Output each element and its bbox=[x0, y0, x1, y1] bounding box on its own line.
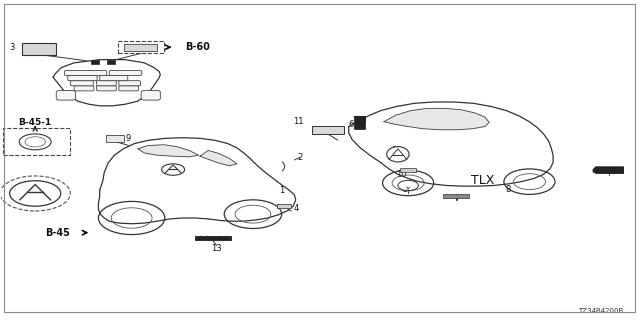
Text: 13: 13 bbox=[211, 244, 222, 253]
FancyBboxPatch shape bbox=[65, 70, 107, 76]
Polygon shape bbox=[384, 108, 489, 130]
Bar bbox=[124, 44, 157, 51]
Bar bbox=[3, 128, 70, 155]
Bar bbox=[108, 60, 115, 64]
FancyBboxPatch shape bbox=[119, 81, 141, 86]
Ellipse shape bbox=[387, 147, 409, 162]
Text: B-60: B-60 bbox=[185, 42, 210, 52]
Polygon shape bbox=[593, 167, 623, 172]
Text: 1: 1 bbox=[279, 186, 284, 195]
Circle shape bbox=[10, 181, 61, 206]
Bar bbox=[92, 60, 99, 64]
Circle shape bbox=[19, 134, 51, 150]
Text: 8: 8 bbox=[506, 185, 511, 194]
Circle shape bbox=[162, 164, 184, 175]
Text: 14: 14 bbox=[392, 146, 402, 155]
Text: 12: 12 bbox=[605, 167, 616, 176]
Text: 10: 10 bbox=[396, 170, 406, 179]
Bar bbox=[22, 43, 56, 55]
Bar bbox=[595, 167, 623, 173]
Text: 11: 11 bbox=[294, 116, 304, 126]
Bar bbox=[118, 41, 164, 53]
FancyBboxPatch shape bbox=[70, 81, 93, 86]
Text: 6: 6 bbox=[348, 120, 353, 130]
Polygon shape bbox=[53, 60, 161, 106]
FancyBboxPatch shape bbox=[68, 76, 97, 81]
Polygon shape bbox=[354, 117, 365, 122]
Bar bbox=[354, 117, 365, 129]
Text: 3: 3 bbox=[10, 43, 15, 52]
Text: TZ34B4200B: TZ34B4200B bbox=[578, 308, 623, 314]
Bar bbox=[400, 168, 416, 172]
FancyBboxPatch shape bbox=[141, 91, 161, 100]
FancyBboxPatch shape bbox=[97, 86, 116, 91]
FancyBboxPatch shape bbox=[100, 76, 128, 81]
Circle shape bbox=[398, 180, 419, 191]
Text: 7: 7 bbox=[454, 194, 460, 204]
Text: 4: 4 bbox=[293, 204, 298, 213]
Bar bbox=[276, 204, 291, 208]
Bar bbox=[106, 135, 124, 141]
Bar bbox=[195, 236, 230, 240]
Text: 2: 2 bbox=[297, 153, 302, 162]
Polygon shape bbox=[349, 102, 553, 186]
Polygon shape bbox=[200, 150, 237, 166]
Text: 9: 9 bbox=[126, 134, 131, 143]
FancyBboxPatch shape bbox=[74, 86, 94, 91]
Text: B-45-1: B-45-1 bbox=[19, 118, 52, 127]
Polygon shape bbox=[138, 145, 198, 157]
FancyBboxPatch shape bbox=[97, 81, 116, 86]
Bar bbox=[443, 194, 469, 197]
FancyBboxPatch shape bbox=[56, 91, 76, 100]
Bar bbox=[312, 126, 344, 134]
Text: TLX: TLX bbox=[471, 174, 495, 187]
Text: 5: 5 bbox=[403, 185, 408, 194]
FancyBboxPatch shape bbox=[119, 86, 139, 91]
Polygon shape bbox=[99, 138, 296, 224]
Text: B-45: B-45 bbox=[45, 228, 70, 238]
Text: SH-AWD: SH-AWD bbox=[446, 193, 466, 198]
FancyBboxPatch shape bbox=[109, 70, 142, 76]
